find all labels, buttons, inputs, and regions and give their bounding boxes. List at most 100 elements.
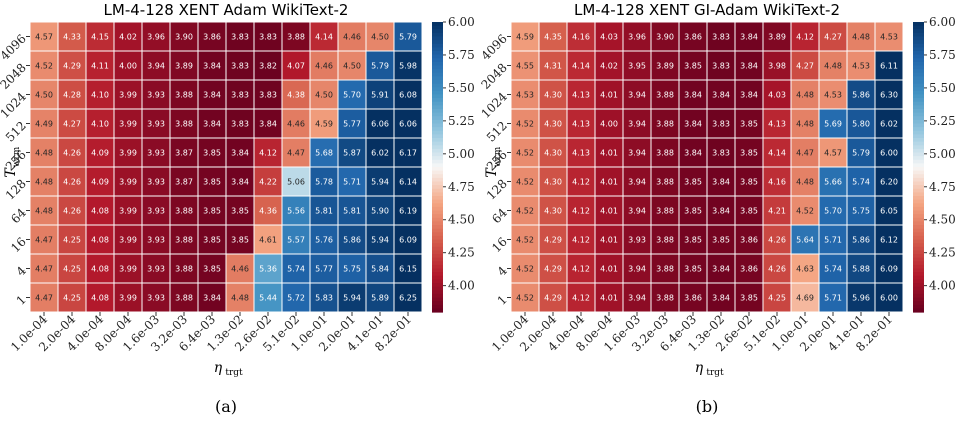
colorbar-segment: [913, 214, 924, 219]
cell-value-label: 5.86: [343, 236, 361, 245]
colorbar-segment: [913, 83, 924, 88]
cell-value-label: 3.88: [656, 207, 674, 216]
cell-value-label: 5.79: [852, 149, 870, 158]
cell-value-label: 3.94: [628, 265, 646, 274]
heatmap-cell: [309, 108, 339, 139]
colorbar-segment: [432, 279, 443, 284]
colorbar-segment: [432, 112, 443, 117]
cell-value-label: 4.03: [600, 33, 618, 42]
cell-value-label: 3.88: [656, 149, 674, 158]
cell-value-label: 5.66: [824, 178, 842, 187]
colorbar-segment: [432, 203, 443, 208]
cell-value-label: 4.52: [516, 265, 534, 274]
cell-value-label: 4.50: [371, 33, 389, 42]
cell-value-label: 5.74: [287, 265, 305, 274]
cell-value-label: 4.47: [35, 294, 53, 303]
heatmap-cell: [566, 79, 596, 110]
heatmap-cell: [393, 224, 423, 255]
heatmap-cell: [874, 253, 904, 284]
colorbar-segment: [913, 109, 924, 114]
cell-value-label: 6.09: [399, 236, 417, 245]
cell-value-label: 3.85: [712, 236, 730, 245]
cell-value-label: 3.93: [147, 91, 165, 100]
cell-value-label: 4.50: [343, 62, 361, 71]
heatmap-cell: [113, 166, 143, 197]
cell-value-label: 3.99: [119, 236, 137, 245]
colorbar-tick-label: 4.50: [448, 213, 475, 227]
heatmap-panel-b: 4.59 4.35 4.16 4.03 3.96 3.90 3.86 3.83 3.84 3.89…: [478, 1, 955, 416]
cell-value-label: 4.48: [231, 294, 249, 303]
heatmap-cell: [846, 108, 876, 139]
colorbar-segment: [432, 119, 443, 125]
heatmap-cell: [393, 79, 423, 110]
cell-value-label: 3.84: [684, 149, 702, 158]
x-axis-label: η: [214, 360, 223, 376]
cell-value-label: 4.52: [35, 62, 53, 71]
cell-value-label: 4.14: [768, 149, 786, 158]
heatmap-cell: [734, 195, 764, 226]
heatmap-cell: [29, 224, 59, 255]
colorbar-segment: [913, 148, 924, 154]
chart-title: LM-4-128 XENT GI-Adam WikiText-2: [574, 1, 840, 19]
heatmap-cell: [197, 108, 227, 139]
heatmap-cell: [113, 253, 143, 284]
heatmap-cell: [650, 108, 680, 139]
heatmap-cell: [874, 79, 904, 110]
colorbar-segment: [432, 156, 443, 161]
heatmap-cell: [594, 137, 624, 168]
cell-value-label: 3.94: [628, 149, 646, 158]
colorbar-segment: [432, 141, 443, 146]
heatmap-cell: [169, 108, 199, 139]
cell-value-label: 3.94: [628, 91, 646, 100]
colorbar-segment: [432, 163, 443, 168]
colorbar-segment: [432, 228, 443, 233]
y-tick-label: 2048: [478, 61, 509, 92]
cell-value-label: 3.94: [628, 178, 646, 187]
cell-value-label: 4.46: [343, 33, 361, 42]
cell-value-label: 3.88: [175, 236, 193, 245]
cell-value-label: 3.84: [712, 91, 730, 100]
cell-value-label: 3.85: [684, 265, 702, 274]
y-tick-label: 1024: [0, 89, 29, 121]
cell-value-label: 3.95: [628, 62, 646, 71]
heatmap-cell: [141, 137, 171, 168]
cell-value-label: 3.86: [684, 294, 702, 303]
colorbar-segment: [432, 159, 443, 164]
heatmap-cell: [510, 137, 540, 168]
heatmap-cell: [734, 50, 764, 81]
cell-value-label: 4.25: [63, 294, 81, 303]
cell-value-label: 4.52: [516, 120, 534, 129]
colorbar-segment: [432, 214, 443, 219]
y-tick-label: 512: [3, 119, 29, 145]
cell-value-label: 4.48: [852, 33, 870, 42]
cell-value-label: 3.83: [231, 120, 249, 129]
heatmap-cell: [141, 282, 171, 313]
heatmap-cell: [393, 21, 423, 52]
heatmap-cell: [197, 50, 227, 81]
cell-value-label: 5.81: [343, 207, 361, 216]
cell-value-label: 5.80: [852, 120, 870, 129]
cell-value-label: 3.90: [175, 33, 193, 42]
colorbar-tick-label: 4.00: [448, 279, 475, 293]
cell-value-label: 5.81: [315, 207, 333, 216]
cell-value-label: 5.72: [287, 294, 305, 303]
heatmap-cell: [706, 137, 736, 168]
heatmap-cell: [706, 195, 736, 226]
cell-value-label: 5.83: [315, 294, 333, 303]
cell-value-label: 6.06: [371, 120, 389, 129]
colorbar-segment: [432, 297, 443, 302]
cell-value-label: 4.08: [91, 236, 109, 245]
cell-value-label: 4.14: [315, 33, 333, 42]
cell-value-label: 4.25: [63, 236, 81, 245]
colorbar-segment: [913, 181, 924, 186]
cell-value-label: 5.36: [259, 265, 277, 274]
cell-value-label: 6.14: [399, 178, 417, 187]
colorbar-segment: [432, 283, 443, 288]
cell-value-label: 3.99: [119, 149, 137, 158]
panel-caption: (b): [696, 397, 719, 416]
heatmap-cell: [85, 108, 115, 139]
cell-value-label: 4.49: [35, 120, 53, 129]
colorbar-segment: [432, 243, 443, 248]
heatmap-cell: [594, 224, 624, 255]
heatmap-cell: [734, 224, 764, 255]
